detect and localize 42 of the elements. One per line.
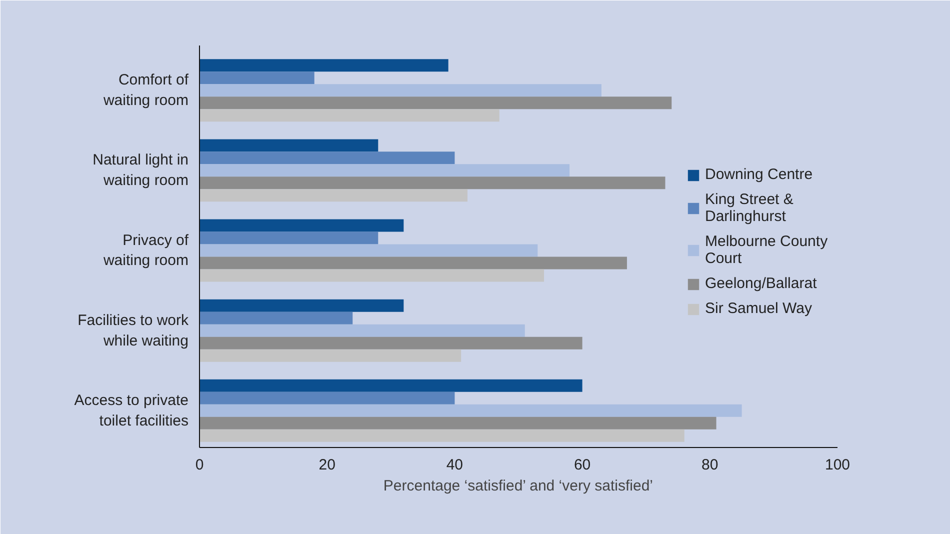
x-tick-label: 40 <box>446 456 464 474</box>
bar <box>200 176 666 190</box>
bar <box>200 379 582 392</box>
bar <box>200 96 672 110</box>
bar <box>200 84 602 97</box>
bar <box>200 404 742 417</box>
legend-label: Downing Centre <box>705 166 813 183</box>
bar <box>200 152 455 164</box>
x-tick-label: 0 <box>195 456 204 474</box>
x-axis-title: Percentage ‘satisfied’ and ‘very satisfied’ <box>383 478 654 494</box>
bar <box>200 219 404 232</box>
legend-label: Geelong/Ballarat <box>705 275 817 292</box>
bar <box>200 312 353 324</box>
bar <box>200 336 582 350</box>
bar <box>200 109 500 122</box>
bar <box>200 349 462 362</box>
legend-label: Sir Samuel Way <box>705 300 812 317</box>
bar <box>200 189 468 202</box>
y-tick-label: Facilities to work while waiting <box>78 312 189 350</box>
bar <box>200 139 378 152</box>
bar <box>200 392 455 404</box>
x-tick-label: 60 <box>574 456 591 474</box>
bar <box>200 416 716 430</box>
bar <box>200 232 378 244</box>
x-tick-label: 20 <box>318 456 336 474</box>
bar <box>200 256 627 270</box>
y-tick-label: Access to private toilet facilities <box>74 392 189 430</box>
bar <box>200 429 684 442</box>
x-tick-label: 100 <box>824 456 850 474</box>
y-tick-label: Natural light in waiting room <box>92 152 189 190</box>
legend-label: King Street & Darlinghurst <box>705 191 794 225</box>
bar <box>200 72 314 84</box>
legend-label: Melbourne County Court <box>705 233 828 267</box>
y-tick-label: Comfort of waiting room <box>102 72 190 110</box>
bar <box>200 244 538 257</box>
bar <box>200 59 448 72</box>
y-tick-label: Privacy of waiting room <box>102 232 190 270</box>
bar <box>200 164 570 177</box>
x-tick-label: 80 <box>702 456 718 474</box>
bar <box>200 299 404 312</box>
bar <box>200 269 544 282</box>
bar <box>200 324 525 337</box>
